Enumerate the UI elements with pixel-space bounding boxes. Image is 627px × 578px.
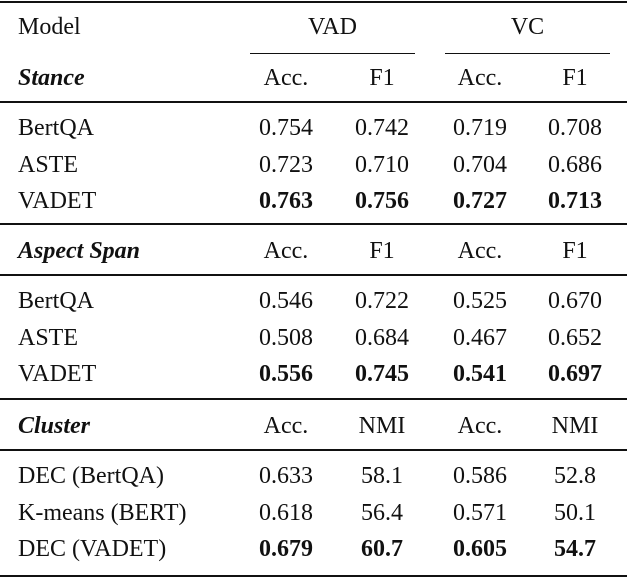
value: 0.708 bbox=[548, 115, 602, 141]
row-name: VADET bbox=[18, 188, 97, 214]
row-name: VADET bbox=[18, 361, 97, 387]
value: 0.571 bbox=[453, 499, 507, 526]
value: 0.742 bbox=[355, 115, 409, 141]
value: 0.723 bbox=[259, 151, 313, 178]
value: 0.605 bbox=[453, 536, 507, 562]
column-header: F1 bbox=[562, 65, 588, 91]
value: 0.710 bbox=[355, 151, 409, 178]
column-header: F1 bbox=[369, 65, 395, 91]
value: 0.754 bbox=[259, 115, 313, 141]
rule bbox=[0, 101, 627, 103]
rule bbox=[445, 53, 610, 54]
value: 0.686 bbox=[548, 151, 602, 178]
value: 0.704 bbox=[453, 151, 507, 178]
section-title: Cluster bbox=[18, 413, 91, 439]
row-name: DEC (VADET) bbox=[18, 536, 167, 562]
rule bbox=[250, 53, 415, 54]
column-header: F1 bbox=[369, 238, 395, 264]
value: 0.546 bbox=[259, 288, 313, 314]
column-header: NMI bbox=[358, 413, 406, 439]
value: 0.684 bbox=[355, 324, 409, 351]
row-name: K-means (BERT) bbox=[18, 499, 187, 526]
row-name: BertQA bbox=[18, 115, 94, 141]
group-header: VC bbox=[510, 14, 545, 40]
value: 0.467 bbox=[453, 324, 507, 351]
rule bbox=[0, 274, 627, 276]
value: 0.719 bbox=[453, 115, 507, 141]
value: 60.7 bbox=[361, 536, 403, 562]
row-name: DEC (BertQA) bbox=[18, 463, 164, 489]
value: 0.745 bbox=[355, 361, 409, 387]
rule bbox=[0, 449, 627, 451]
value: 0.697 bbox=[548, 361, 602, 387]
column-header: Acc. bbox=[263, 413, 309, 439]
value: 0.679 bbox=[259, 536, 313, 562]
value: 50.1 bbox=[554, 499, 596, 526]
column-header: NMI bbox=[551, 413, 599, 439]
value: 0.556 bbox=[259, 361, 313, 387]
value: 0.633 bbox=[259, 463, 313, 489]
section-title: Stance bbox=[18, 65, 85, 91]
column-header: Acc. bbox=[457, 65, 503, 91]
value: 0.525 bbox=[453, 288, 507, 314]
value: 52.8 bbox=[554, 463, 596, 489]
column-header: Acc. bbox=[457, 413, 503, 439]
row-name: ASTE bbox=[18, 151, 78, 178]
column-header: Acc. bbox=[263, 238, 309, 264]
value: 0.763 bbox=[259, 188, 313, 214]
section-title: Aspect Span bbox=[18, 238, 141, 264]
value: 0.508 bbox=[259, 324, 313, 351]
value: 54.7 bbox=[554, 536, 596, 562]
value: 58.1 bbox=[361, 463, 403, 489]
value: 0.586 bbox=[453, 463, 507, 489]
rule bbox=[0, 223, 627, 225]
value: 0.722 bbox=[355, 288, 409, 314]
rule bbox=[0, 398, 627, 400]
group-header: VAD bbox=[308, 14, 357, 40]
column-header: Acc. bbox=[457, 238, 503, 264]
header-model: Model bbox=[18, 14, 81, 40]
value: 0.541 bbox=[453, 361, 507, 387]
value: 0.670 bbox=[548, 288, 602, 314]
value: 0.652 bbox=[548, 324, 602, 351]
row-name: ASTE bbox=[18, 324, 78, 351]
value: 0.618 bbox=[259, 499, 313, 526]
rule bbox=[0, 575, 627, 577]
value: 0.727 bbox=[453, 188, 507, 214]
row-name: BertQA bbox=[18, 288, 94, 314]
value: 0.756 bbox=[355, 188, 409, 214]
rule bbox=[0, 1, 627, 3]
column-header: Acc. bbox=[263, 65, 309, 91]
value: 56.4 bbox=[361, 499, 403, 526]
value: 0.713 bbox=[548, 188, 602, 214]
column-header: F1 bbox=[562, 238, 588, 264]
